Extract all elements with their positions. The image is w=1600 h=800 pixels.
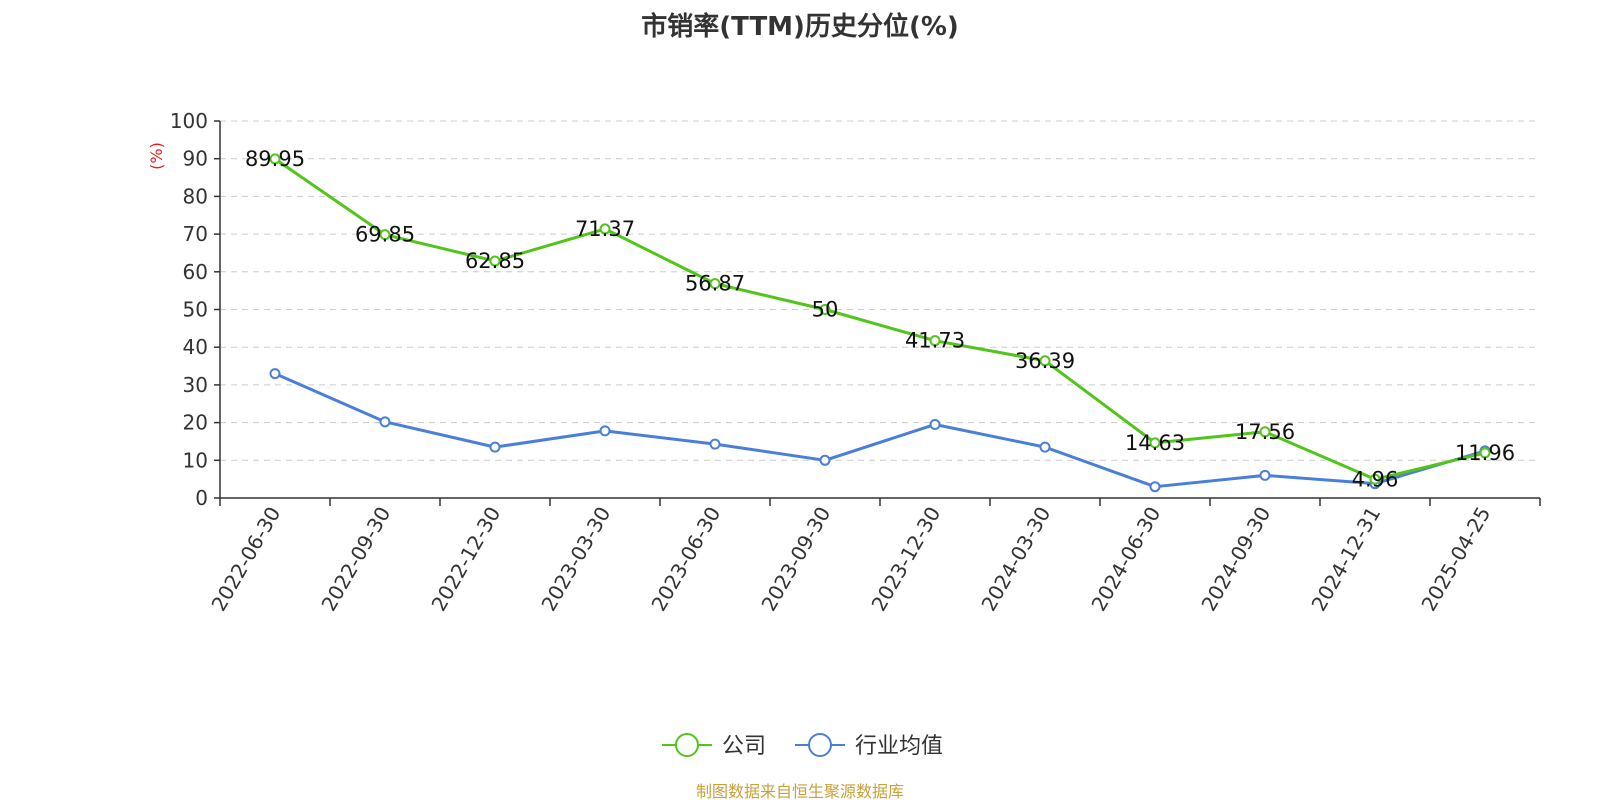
point-company <box>709 278 721 290</box>
data-label: 41.73 <box>905 329 965 353</box>
point-company <box>379 229 391 241</box>
data-label: 11.96 <box>1455 441 1515 465</box>
y-tick-label: 70 <box>183 222 208 246</box>
point-industry <box>379 416 391 428</box>
y-tick-label: 80 <box>183 184 208 208</box>
point-company <box>1259 426 1271 438</box>
x-tick-label: 2023-03-30 <box>536 503 615 616</box>
y-tick-label: 10 <box>183 448 208 472</box>
point-industry <box>709 438 721 450</box>
point-company <box>819 304 831 315</box>
point-company <box>599 223 611 235</box>
point-company <box>489 255 501 267</box>
point-industry <box>599 425 611 437</box>
series-line-company <box>274 157 1486 481</box>
legend: 公司 行业均值 <box>662 733 943 759</box>
x-tick-label: 2025-04-25 <box>1416 503 1495 616</box>
y-tick-label: 20 <box>183 411 208 435</box>
point-industry <box>1259 469 1271 481</box>
point-industry <box>269 368 281 380</box>
x-tick-label: 2023-06-30 <box>646 503 725 616</box>
point-company <box>269 153 281 165</box>
point-industry <box>489 441 501 453</box>
y-tick-label: 90 <box>183 147 208 171</box>
x-tick-label: 2022-06-30 <box>206 503 285 616</box>
x-tick-label: 2022-12-30 <box>426 503 505 616</box>
series-line-industry <box>274 372 1486 489</box>
point-company <box>929 335 941 347</box>
y-tick-label: 0 <box>195 486 208 510</box>
point-industry <box>929 418 941 430</box>
data-label: 69.85 <box>355 223 415 247</box>
y-tick-label: 50 <box>183 298 208 322</box>
point-industry <box>819 454 831 466</box>
axes: 0 10 20 30 40 50 60 70 80 90 100(%) 2022-06-30 2022-… <box>147 109 1541 616</box>
point-company <box>1149 437 1161 449</box>
y-tick-label: 30 <box>183 373 208 397</box>
legend-label-industry: 行业均值 <box>855 734 943 759</box>
x-tick-label: 2023-12-30 <box>866 503 945 616</box>
legend-marker-company <box>675 733 699 757</box>
point-industry <box>1039 441 1051 453</box>
data-label: 14.63 <box>1125 431 1185 455</box>
data-label: 89.95 <box>245 147 305 171</box>
data-label: 56.87 <box>685 272 745 296</box>
source-note: 制图数据来自恒生聚源数据库 <box>695 782 904 800</box>
x-tick-label: 2023-09-30 <box>756 503 835 616</box>
y-tick-label: 60 <box>183 260 208 284</box>
point-company <box>1479 447 1491 459</box>
data-label: 17.56 <box>1235 420 1295 444</box>
point-company <box>1039 355 1051 367</box>
x-tick-label: 2024-09-30 <box>1196 503 1275 616</box>
point-company <box>1369 473 1381 485</box>
data-label: 50 <box>812 298 839 322</box>
legend-label-company: 公司 <box>722 734 766 759</box>
data-labels: 89.95 69.85 62.85 71.37 56.87 50 41.73 36.39 14.… <box>245 147 1515 491</box>
x-tick-label: 2024-12-31 <box>1306 503 1385 616</box>
data-label: 36.39 <box>1015 349 1075 373</box>
point-industry <box>1149 481 1161 493</box>
series <box>269 153 1491 493</box>
legend-marker-industry <box>808 733 832 757</box>
y-tick-label: 100 <box>170 109 208 133</box>
y-tick-label: 40 <box>183 335 208 359</box>
x-tick-label: 2024-03-30 <box>976 503 1055 616</box>
grid-lines <box>220 120 1540 461</box>
y-axis-label: (%) <box>147 142 166 170</box>
data-label: 4.96 <box>1352 467 1399 491</box>
data-label: 71.37 <box>575 217 635 241</box>
x-tick-label: 2024-06-30 <box>1086 503 1165 616</box>
data-label: 62.85 <box>465 249 525 273</box>
x-tick-label: 2022-09-30 <box>316 503 395 616</box>
chart-title: 市销率(TTM)历史分位(%) <box>641 12 959 42</box>
